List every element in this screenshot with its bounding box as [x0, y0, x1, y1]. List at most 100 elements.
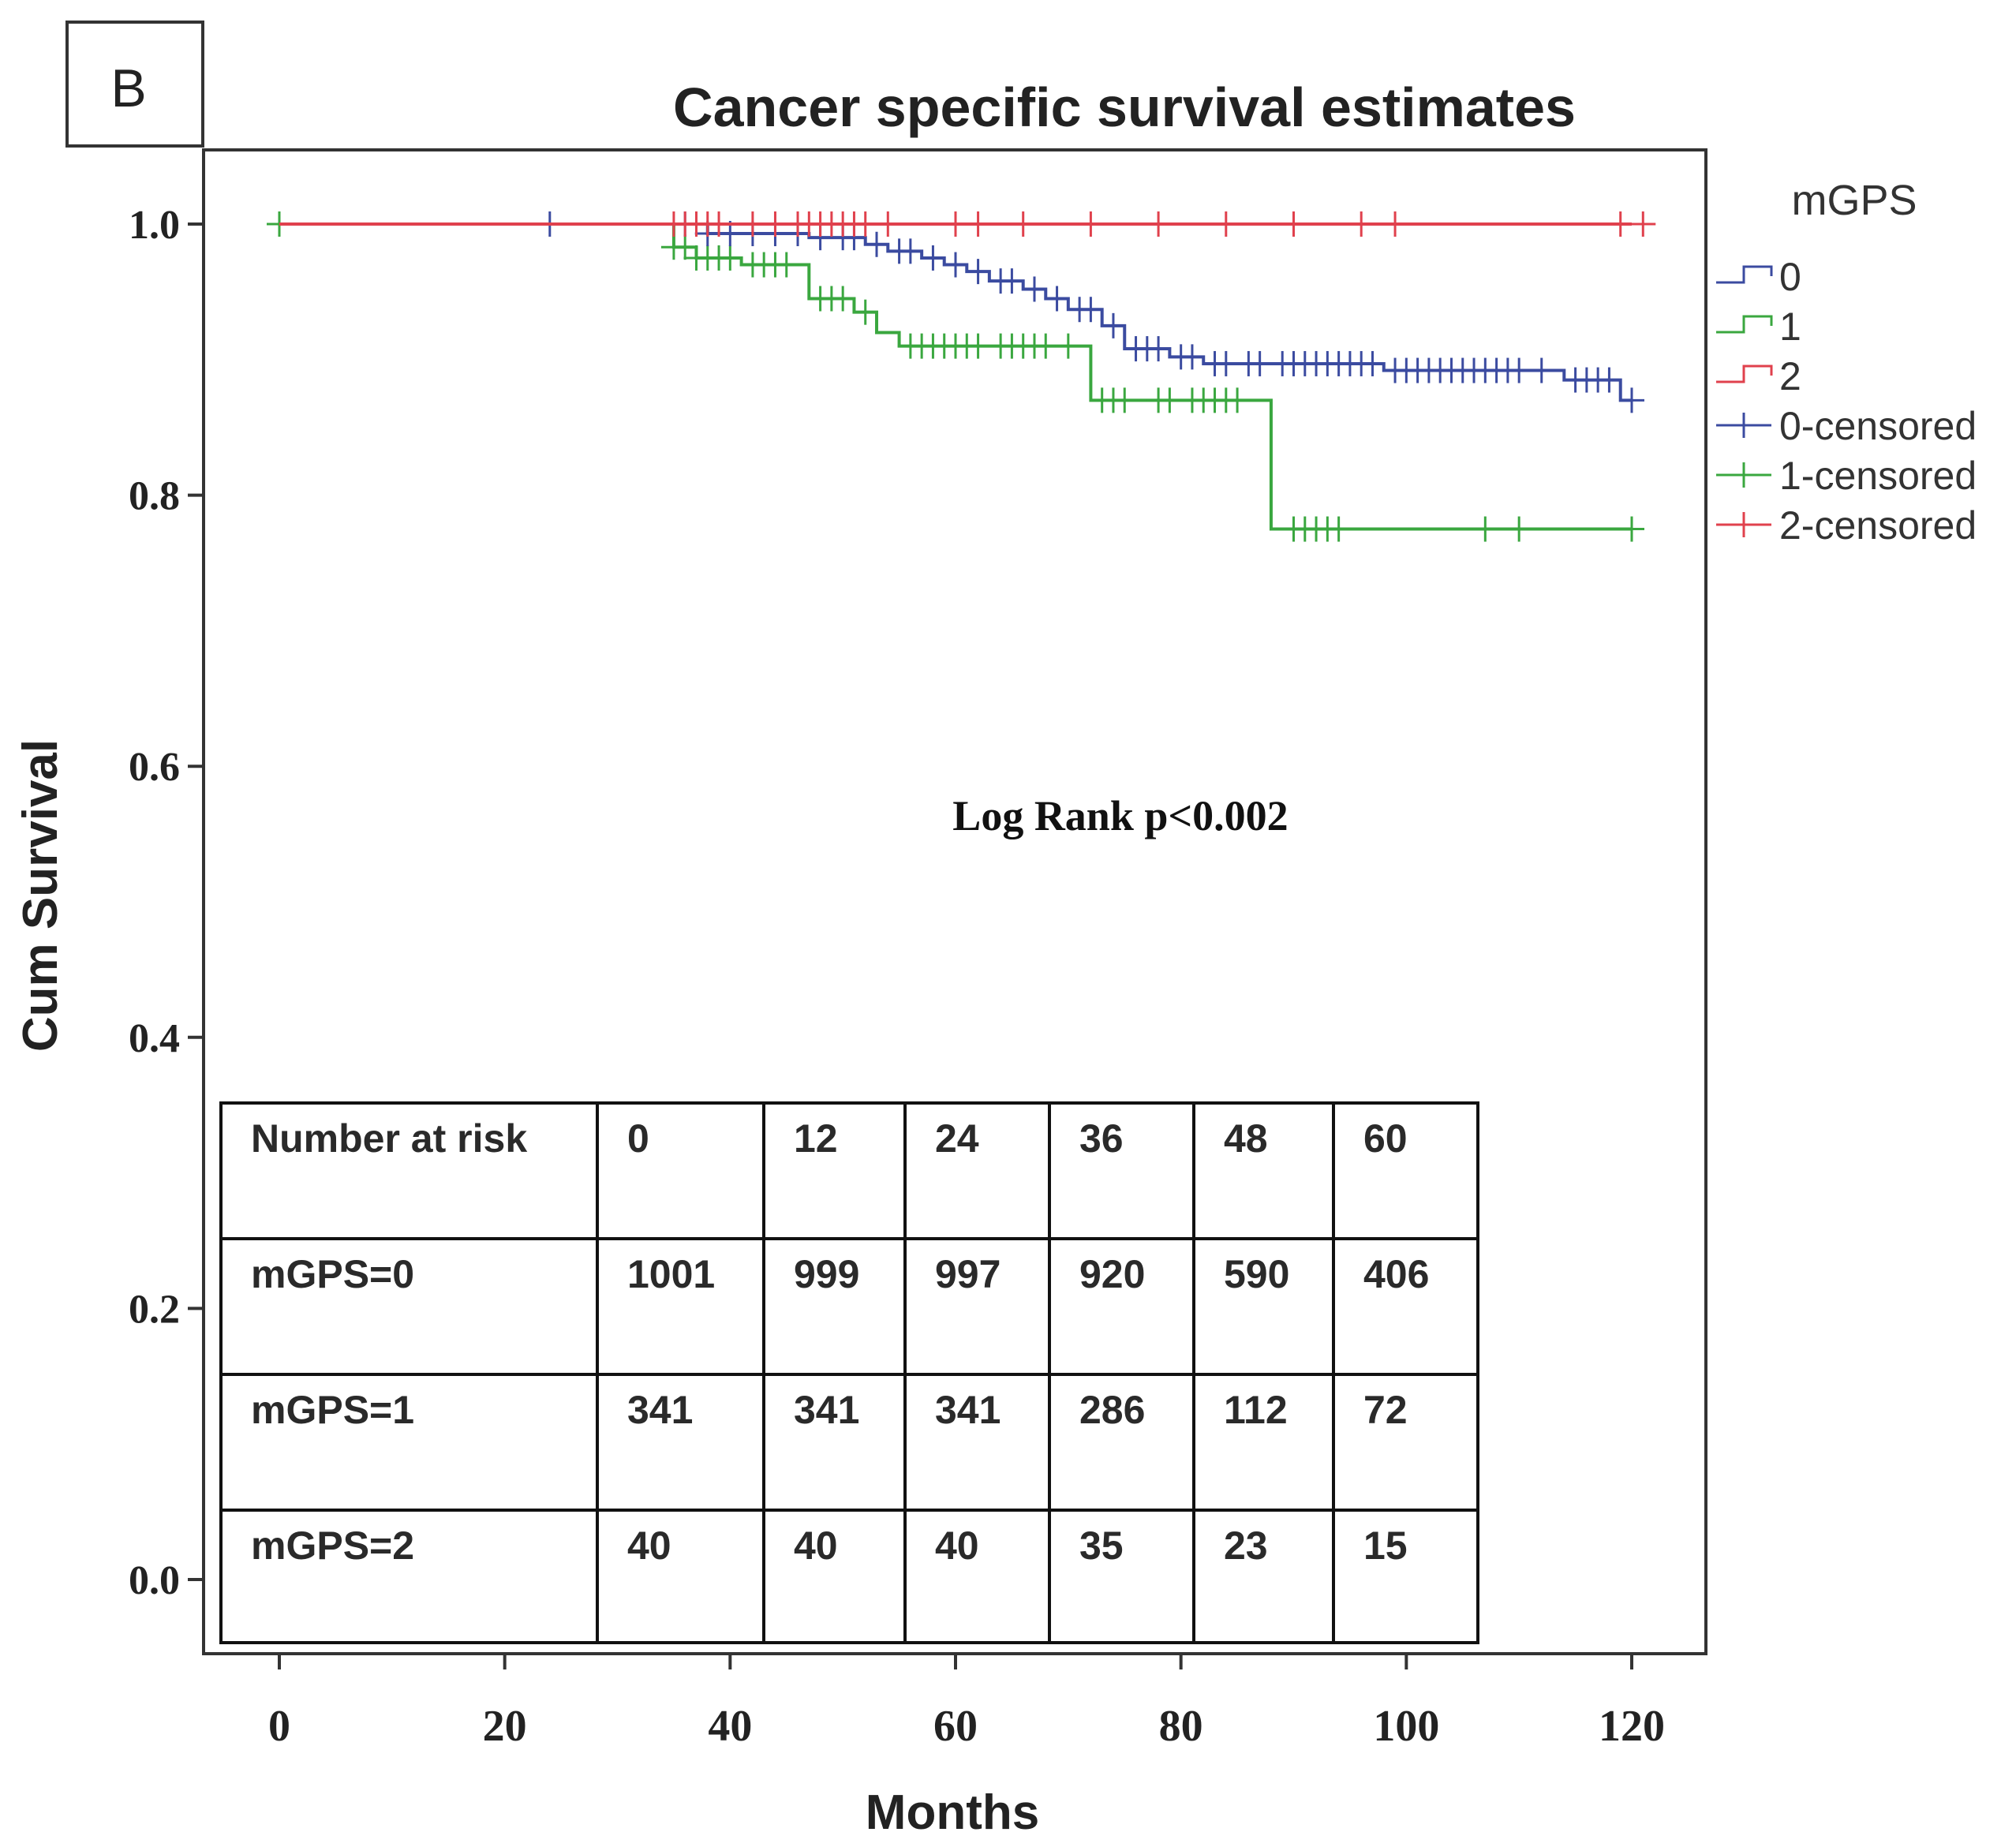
y-tick-label: 0.2 — [129, 1287, 180, 1332]
legend-item-0: 0 — [1716, 255, 1801, 299]
risk-table-cell: 997 — [935, 1252, 1001, 1296]
censor-mark-mgps-1 — [1157, 387, 1183, 413]
risk-table-cell: 286 — [1079, 1388, 1145, 1432]
risk-table-cell: 406 — [1363, 1252, 1429, 1296]
legend-title: mGPS — [1791, 177, 1917, 224]
censor-mark-mgps-2 — [1078, 211, 1104, 237]
risk-table-cell: mGPS=2 — [251, 1524, 414, 1568]
censor-mark-mgps-2 — [739, 211, 765, 237]
censor-mark-mgps-1 — [1472, 516, 1498, 542]
y-tick-label: 0.6 — [129, 745, 180, 790]
risk-table-cell: 999 — [794, 1252, 859, 1296]
censor-mark-mgps-2 — [706, 211, 732, 237]
censor-mark-mgps-1 — [852, 299, 878, 325]
chart-title: Cancer specific survival estimates — [673, 77, 1576, 138]
legend-label: 2 — [1779, 354, 1801, 398]
censor-mark-mgps-1 — [965, 333, 991, 359]
legend-item-2-censored: 2-censored — [1716, 503, 1977, 548]
risk-table-header-cell: 60 — [1363, 1116, 1408, 1161]
censor-mark-mgps-0 — [1021, 276, 1047, 302]
risk-table-cell: 1001 — [627, 1252, 715, 1296]
x-tick-label: 60 — [933, 1702, 978, 1751]
panel-label: B — [110, 58, 146, 118]
x-tick-label: 100 — [1373, 1702, 1439, 1751]
censor-mark-mgps-2 — [1630, 211, 1656, 237]
censor-mark-mgps-0 — [897, 238, 923, 264]
risk-table-header-cell: 0 — [627, 1116, 649, 1161]
legend-swatch-step — [1716, 265, 1773, 284]
censor-mark-mgps-0 — [864, 231, 890, 257]
annotation-log-rank: Log Rank p<0.002 — [952, 792, 1288, 839]
risk-table: Number at risk 0 12 24 36 48 60 mGPS=0 1001 999 99… — [219, 1101, 1479, 1644]
legend-label: 1-censored — [1779, 454, 1977, 498]
risk-table-cell: mGPS=1 — [251, 1388, 414, 1432]
censor-mark-mgps-2 — [1146, 211, 1172, 237]
risk-table-cell: 590 — [1224, 1252, 1289, 1296]
censor-mark-mgps-2 — [1382, 211, 1408, 237]
risk-table-header-cell: Number at risk — [251, 1116, 527, 1161]
y-tick-label: 0.0 — [129, 1558, 180, 1603]
legend-label: 0 — [1779, 255, 1801, 299]
risk-table-cell: 40 — [794, 1524, 838, 1568]
legend-item-2: 2 — [1716, 354, 1801, 398]
censor-mark-mgps-0 — [999, 268, 1025, 294]
censor-mark-mgps-0 — [920, 245, 946, 271]
censor-mark-mgps-0 — [965, 259, 991, 285]
risk-table-cell: 40 — [627, 1524, 671, 1568]
x-tick-label: 120 — [1599, 1702, 1665, 1751]
censor-mark-mgps-2 — [1213, 211, 1239, 237]
panel-label-box — [65, 21, 204, 148]
x-tick-label: 0 — [268, 1702, 290, 1751]
censor-mark-mgps-2 — [1607, 211, 1633, 237]
risk-table-cell: mGPS=0 — [251, 1252, 414, 1296]
risk-table-cell: 341 — [935, 1388, 1001, 1432]
risk-table-cell: 72 — [1363, 1388, 1408, 1432]
censor-mark-mgps-1 — [1326, 516, 1352, 542]
x-tick-label: 80 — [1159, 1702, 1203, 1751]
risk-table-cell: 40 — [935, 1524, 979, 1568]
legend-swatch-censor — [1731, 413, 1756, 438]
risk-table-cell: 341 — [794, 1388, 859, 1432]
censor-mark-mgps-1 — [1619, 516, 1644, 542]
censor-mark-mgps-1 — [830, 286, 856, 312]
censor-mark-mgps-0 — [1213, 350, 1239, 376]
censor-mark-mgps-1 — [1506, 516, 1532, 542]
censor-mark-mgps-0 — [1596, 367, 1622, 393]
legend-swatch-censor — [1731, 512, 1756, 537]
legend-swatch-step — [1716, 365, 1773, 383]
legend-swatch-step — [1716, 315, 1773, 334]
censor-mark-mgps-1 — [1033, 333, 1059, 359]
legend: 0 1 2 0-censored 1-censored 2-censored — [1716, 255, 1977, 548]
censor-mark-mgps-0 — [1146, 336, 1172, 362]
x-tick-label: 40 — [708, 1702, 752, 1751]
risk-table-cell: 15 — [1363, 1524, 1408, 1568]
y-tick-label: 0.8 — [129, 474, 180, 519]
censor-mark-mgps-2 — [1010, 211, 1036, 237]
legend-label: 2-censored — [1779, 503, 1977, 548]
censor-mark-mgps-0 — [1247, 350, 1273, 376]
censor-mark-mgps-2 — [852, 211, 878, 237]
y-axis-label: Cum Survival — [13, 739, 68, 1052]
legend-swatch-censor — [1731, 462, 1756, 488]
risk-table-header-cell: 12 — [794, 1116, 838, 1161]
risk-table-cell: 920 — [1079, 1252, 1145, 1296]
censor-mark-mgps-2 — [875, 211, 901, 237]
risk-table-header-cell: 24 — [935, 1116, 979, 1161]
censor-mark-mgps-2 — [762, 211, 788, 237]
legend-label: 0-censored — [1779, 404, 1977, 448]
legend-item-0-censored: 0-censored — [1716, 404, 1977, 448]
censor-mark-mgps-0 — [1528, 357, 1554, 383]
risk-table-header-cell: 48 — [1224, 1116, 1268, 1161]
risk-table-cell: 341 — [627, 1388, 693, 1432]
frame-layer: B Cancer specific survival estimates Cum… — [13, 21, 1917, 1840]
x-tick-label: 20 — [483, 1702, 527, 1751]
censor-mark-mgps-0 — [1506, 357, 1532, 383]
censor-mark-mgps-2 — [1281, 211, 1307, 237]
censor-mark-mgps-1 — [717, 245, 743, 271]
x-axis-label: Months — [866, 1785, 1039, 1840]
legend-item-1-censored: 1-censored — [1716, 454, 1977, 498]
censor-mark-mgps-2 — [1348, 211, 1375, 237]
risk-table-cell: 23 — [1224, 1524, 1268, 1568]
